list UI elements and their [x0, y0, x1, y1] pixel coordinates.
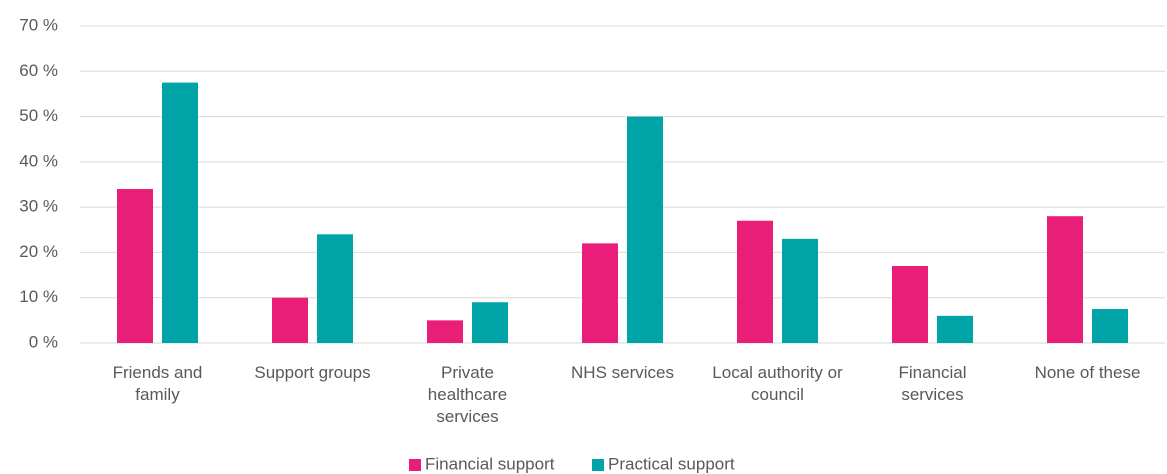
legend-label: Practical support	[608, 454, 735, 473]
y-tick-label: 60 %	[19, 61, 58, 80]
bar	[117, 189, 153, 343]
y-tick-label: 40 %	[19, 151, 58, 170]
y-tick-label: 50 %	[19, 106, 58, 125]
y-tick-label: 0 %	[29, 332, 58, 351]
x-tick-label: None of these	[1034, 363, 1141, 382]
bar	[937, 315, 973, 343]
legend-label: Financial support	[425, 454, 555, 473]
x-tick-label: Support groups	[254, 363, 371, 382]
x-tick-label: Friends and family	[112, 363, 203, 404]
bar	[317, 234, 353, 343]
bar	[737, 220, 773, 343]
legend-swatch	[409, 459, 421, 471]
bar	[582, 243, 618, 343]
bar	[472, 302, 508, 343]
bar	[272, 297, 308, 343]
bar	[892, 266, 928, 343]
x-tick-label: Private healthcare services	[427, 363, 508, 426]
bar	[1092, 309, 1128, 343]
x-tick-label: Financial services	[898, 363, 967, 404]
bar	[1047, 216, 1083, 343]
y-tick-label: 70 %	[19, 15, 58, 34]
bar	[162, 82, 198, 343]
x-tick-label: NHS services	[571, 363, 674, 382]
y-tick-label: 20 %	[19, 242, 58, 261]
bar	[627, 116, 663, 343]
y-tick-label: 10 %	[19, 287, 58, 306]
bar	[782, 238, 818, 343]
y-tick-label: 30 %	[19, 197, 58, 216]
x-tick-label: Local authority or council	[712, 363, 843, 404]
bar	[427, 320, 463, 343]
legend-swatch	[592, 459, 604, 471]
